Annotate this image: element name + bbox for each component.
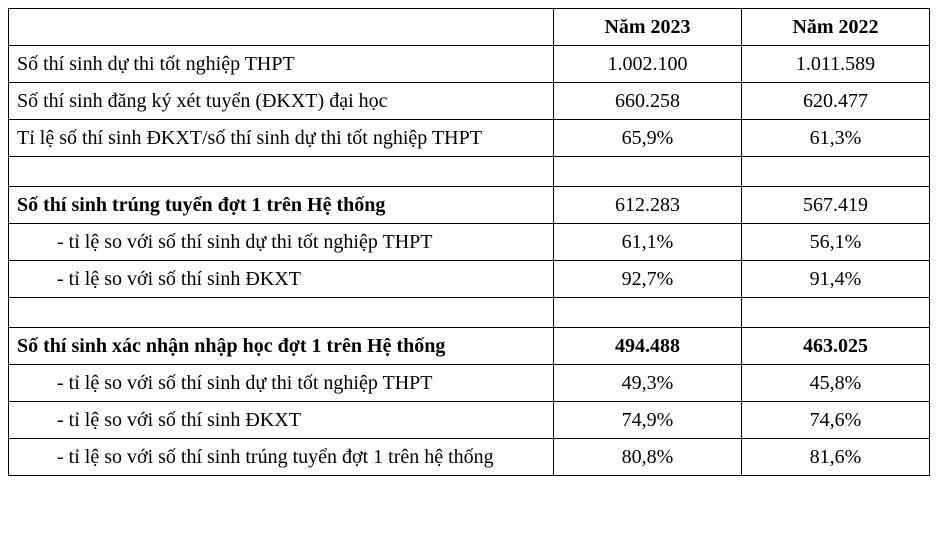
header-year-2023: Năm 2023 [554, 9, 742, 46]
table-header-row: Năm 2023 Năm 2022 [9, 9, 930, 46]
spacer-cell [9, 298, 554, 328]
row-value-2022: 463.025 [742, 328, 930, 365]
table-row: Số thí sinh xác nhận nhập học đợt 1 trên… [9, 328, 930, 365]
table-row: - tỉ lệ so với số thí sinh dự thi tốt ng… [9, 224, 930, 261]
row-label: - tỉ lệ so với số thí sinh ĐKXT [9, 261, 554, 298]
row-value-2022: 45,8% [742, 365, 930, 402]
row-value-2022: 1.011.589 [742, 46, 930, 83]
row-value-2023: 61,1% [554, 224, 742, 261]
row-value-2022: 61,3% [742, 120, 930, 157]
row-label: Số thí sinh xác nhận nhập học đợt 1 trên… [9, 328, 554, 365]
row-value-2022: 74,6% [742, 402, 930, 439]
row-value-2023: 65,9% [554, 120, 742, 157]
row-value-2023: 612.283 [554, 187, 742, 224]
row-label: Số thí sinh đăng ký xét tuyển (ĐKXT) đại… [9, 83, 554, 120]
row-value-2023: 92,7% [554, 261, 742, 298]
row-value-2023: 1.002.100 [554, 46, 742, 83]
spacer-cell [742, 157, 930, 187]
table-row: Số thí sinh đăng ký xét tuyển (ĐKXT) đại… [9, 83, 930, 120]
table-row: Số thí sinh trúng tuyển đợt 1 trên Hệ th… [9, 187, 930, 224]
table-row: - tỉ lệ so với số thí sinh dự thi tốt ng… [9, 365, 930, 402]
table-row: Tỉ lệ số thí sinh ĐKXT/số thí sinh dự th… [9, 120, 930, 157]
header-blank [9, 9, 554, 46]
row-value-2022: 56,1% [742, 224, 930, 261]
row-label: - tỉ lệ so với số thí sinh dự thi tốt ng… [9, 365, 554, 402]
spacer-cell [554, 157, 742, 187]
table-row: - tỉ lệ so với số thí sinh ĐKXT74,9%74,6… [9, 402, 930, 439]
header-year-2022: Năm 2022 [742, 9, 930, 46]
spacer-cell [742, 298, 930, 328]
spacer-cell [554, 298, 742, 328]
row-label: Số thí sinh trúng tuyển đợt 1 trên Hệ th… [9, 187, 554, 224]
table-row: - tỉ lệ so với số thí sinh ĐKXT92,7%91,4… [9, 261, 930, 298]
row-value-2022: 620.477 [742, 83, 930, 120]
row-value-2023: 49,3% [554, 365, 742, 402]
row-label: - tỉ lệ so với số thí sinh dự thi tốt ng… [9, 224, 554, 261]
row-value-2023: 80,8% [554, 439, 742, 476]
row-value-2022: 81,6% [742, 439, 930, 476]
row-value-2023: 74,9% [554, 402, 742, 439]
table-row: - tỉ lệ so với số thí sinh trúng tuyển đ… [9, 439, 930, 476]
row-label: - tỉ lệ so với số thí sinh trúng tuyển đ… [9, 439, 554, 476]
table-row [9, 157, 930, 187]
row-label: - tỉ lệ so với số thí sinh ĐKXT [9, 402, 554, 439]
table-row [9, 298, 930, 328]
row-value-2023: 660.258 [554, 83, 742, 120]
row-value-2023: 494.488 [554, 328, 742, 365]
data-table: Năm 2023 Năm 2022 Số thí sinh dự thi tốt… [8, 8, 930, 476]
row-value-2022: 567.419 [742, 187, 930, 224]
row-label: Số thí sinh dự thi tốt nghiệp THPT [9, 46, 554, 83]
row-label: Tỉ lệ số thí sinh ĐKXT/số thí sinh dự th… [9, 120, 554, 157]
table-row: Số thí sinh dự thi tốt nghiệp THPT1.002.… [9, 46, 930, 83]
row-value-2022: 91,4% [742, 261, 930, 298]
spacer-cell [9, 157, 554, 187]
